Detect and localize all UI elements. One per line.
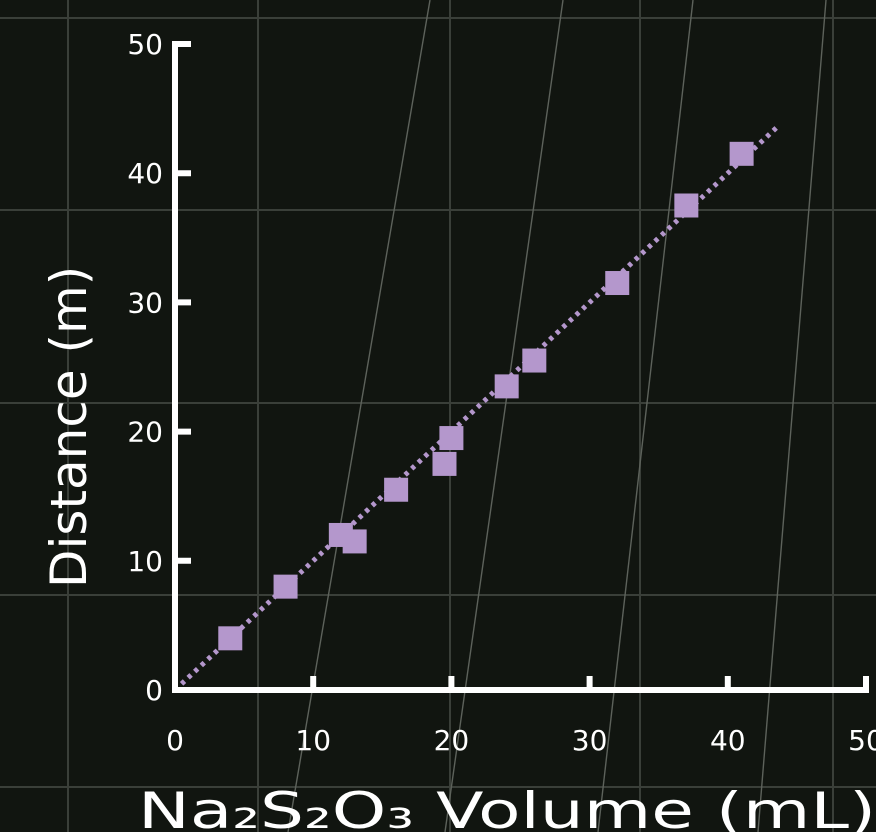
background-diagonal-line <box>597 0 694 832</box>
data-point <box>218 626 243 651</box>
x-tick-label: 0 <box>166 724 184 757</box>
x-tick-label: 20 <box>434 724 470 757</box>
y-tick-label: 10 <box>127 545 163 578</box>
data-point <box>522 348 547 373</box>
x-tick-label: 50 <box>848 724 876 757</box>
y-axis-title: Distance (m) <box>40 266 98 588</box>
x-tick-label: 30 <box>572 724 608 757</box>
background-diagonal-line <box>757 0 827 832</box>
data-point <box>729 141 754 166</box>
x-tick-label: 40 <box>710 724 746 757</box>
y-tick-label: 40 <box>127 157 163 190</box>
data-point <box>384 477 409 502</box>
background-diagonal-line <box>444 0 564 832</box>
data-point <box>273 574 298 599</box>
data-points <box>218 141 754 651</box>
data-point <box>432 451 457 476</box>
y-tick-label: 30 <box>127 286 163 319</box>
data-point <box>674 193 699 218</box>
background-diagonal-line <box>287 0 431 832</box>
axes <box>172 41 869 693</box>
y-tick-label: 0 <box>145 674 163 707</box>
data-point <box>439 426 464 451</box>
data-point <box>605 271 630 296</box>
data-point <box>494 374 519 399</box>
tick-labels: 0 10 20 30 40 50 0 10 20 30 40 50 <box>127 28 876 757</box>
background-lines <box>287 0 827 832</box>
y-tick-label: 20 <box>127 416 163 449</box>
y-tick-label: 50 <box>127 28 163 61</box>
x-tick-label: 10 <box>295 724 331 757</box>
data-point <box>342 529 367 554</box>
x-axis-title: Na₂S₂O₃ Volume (mL) <box>138 782 876 832</box>
